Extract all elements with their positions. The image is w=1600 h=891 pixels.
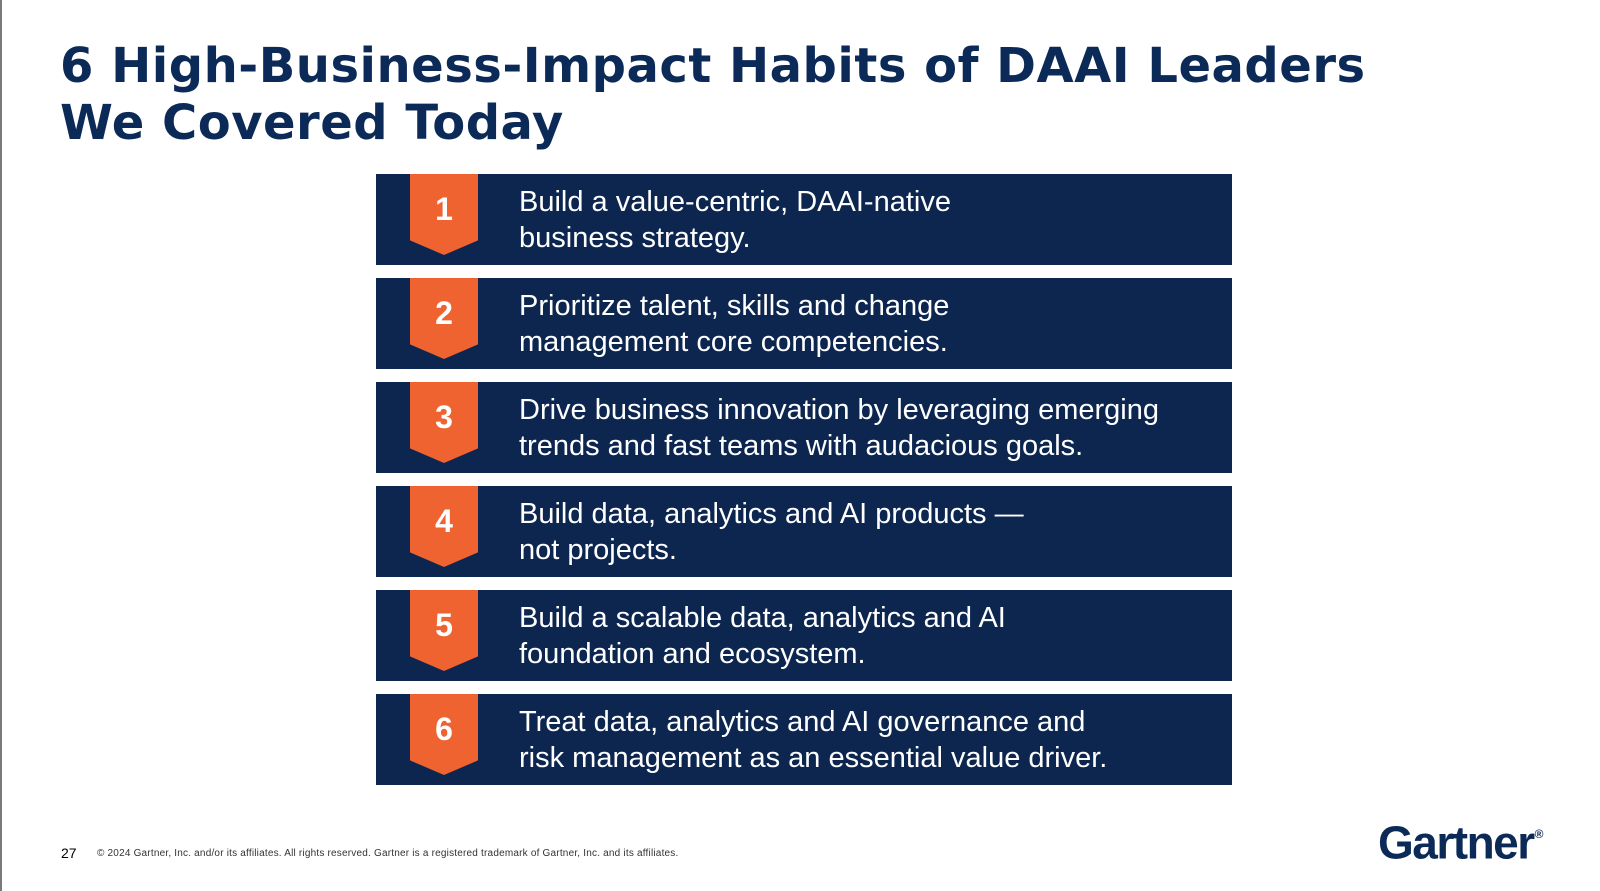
habits-list: 1 Build a value-centric, DAAI-native bus… bbox=[376, 174, 1232, 798]
habit-text-line: Treat data, analytics and AI governance … bbox=[519, 706, 1086, 738]
slide-left-border bbox=[0, 0, 2, 891]
registered-mark: ® bbox=[1534, 827, 1544, 841]
habit-number-badge: 2 bbox=[410, 278, 478, 359]
habit-text-line: Prioritize talent, skills and change bbox=[519, 290, 950, 322]
habit-text-line: Drive business innovation by leveraging … bbox=[519, 394, 1159, 426]
habit-row-6: 6 Treat data, analytics and AI governanc… bbox=[376, 694, 1232, 785]
habit-text: Build a value-centric, DAAI-native busin… bbox=[519, 184, 1199, 256]
slide-title-line-2: We Covered Today bbox=[60, 95, 564, 151]
habit-text: Prioritize talent, skills and change man… bbox=[519, 288, 1199, 360]
habit-text: Drive business innovation by leveraging … bbox=[519, 392, 1199, 464]
habit-text-line: management core competencies. bbox=[519, 326, 948, 358]
habit-number: 5 bbox=[435, 607, 453, 643]
habit-row-4: 4 Build data, analytics and AI products … bbox=[376, 486, 1232, 577]
habit-text-line: Build a scalable data, analytics and AI bbox=[519, 602, 1006, 634]
habit-row-2: 2 Prioritize talent, skills and change m… bbox=[376, 278, 1232, 369]
habit-text: Treat data, analytics and AI governance … bbox=[519, 704, 1199, 776]
habit-row-5: 5 Build a scalable data, analytics and A… bbox=[376, 590, 1232, 681]
habit-number-badge: 6 bbox=[410, 694, 478, 775]
habit-text-line: business strategy. bbox=[519, 222, 751, 254]
slide-title-line-1: 6 High-Business-Impact Habits of DAAI Le… bbox=[60, 38, 1366, 94]
habit-text-line: not projects. bbox=[519, 534, 677, 566]
page-number: 27 bbox=[61, 845, 77, 861]
habit-text-line: trends and fast teams with audacious goa… bbox=[519, 430, 1084, 462]
habit-number-badge: 5 bbox=[410, 590, 478, 671]
habit-text: Build data, analytics and AI products — … bbox=[519, 496, 1199, 568]
habit-number: 4 bbox=[435, 503, 453, 539]
habit-number: 3 bbox=[435, 399, 453, 435]
habit-number-badge: 3 bbox=[410, 382, 478, 463]
gartner-logo-text: Gartner bbox=[1378, 816, 1535, 869]
habit-text-line: Build data, analytics and AI products — bbox=[519, 498, 1024, 530]
gartner-logo: Gartner® bbox=[1378, 812, 1544, 868]
habit-row-3: 3 Drive business innovation by leveragin… bbox=[376, 382, 1232, 473]
habit-text: Build a scalable data, analytics and AI … bbox=[519, 600, 1199, 672]
habit-number-badge: 1 bbox=[410, 174, 478, 255]
habit-number: 2 bbox=[435, 295, 453, 331]
slide-title: 6 High-Business-Impact Habits of DAAI Le… bbox=[60, 38, 1500, 152]
habit-text-line: risk management as an essential value dr… bbox=[519, 742, 1108, 774]
copyright-notice: © 2024 Gartner, Inc. and/or its affiliat… bbox=[97, 848, 679, 859]
habit-number: 6 bbox=[435, 711, 453, 747]
habit-number: 1 bbox=[435, 191, 453, 227]
habit-number-badge: 4 bbox=[410, 486, 478, 567]
habit-row-1: 1 Build a value-centric, DAAI-native bus… bbox=[376, 174, 1232, 265]
habit-text-line: Build a value-centric, DAAI-native bbox=[519, 186, 951, 218]
habit-text-line: foundation and ecosystem. bbox=[519, 638, 866, 670]
